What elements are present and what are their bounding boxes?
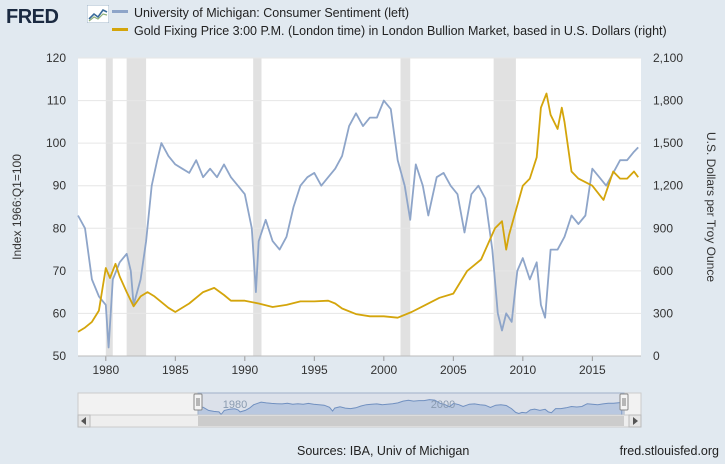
x-tick-label: 1980 (92, 363, 119, 377)
x-tick-label: 2000 (370, 363, 397, 377)
fred-logo[interactable]: FRED (6, 6, 59, 28)
x-tick-label: 1985 (162, 363, 189, 377)
x-tick-label: 2015 (579, 363, 606, 377)
navigator-year-label: 1980 (223, 399, 247, 411)
series-line-sentiment (77, 99, 639, 349)
navigator-left-handle[interactable] (193, 393, 203, 411)
y-left-tick-label: 50 (53, 349, 67, 363)
y-left-tick-label: 60 (53, 306, 67, 320)
recession-band (126, 58, 147, 356)
legend-swatch-sentiment (112, 10, 128, 14)
y-left-tick-label: 110 (47, 94, 66, 108)
sources-note: Sources: IBA, Univ of Michigan (297, 444, 470, 458)
legend-label-sentiment: University of Michigan: Consumer Sentime… (134, 6, 410, 20)
y-right-tick-label: 1,800 (653, 94, 683, 108)
legend-item-sentiment: University of Michigan: Consumer Sentime… (112, 6, 409, 20)
y-right-tick-label: 300 (653, 306, 673, 320)
legend-label-gold: Gold Fixing Price 3:00 P.M. (London time… (134, 24, 667, 38)
y-right-tick-label: 1,200 (653, 179, 683, 193)
scroll-right-arrow-icon (633, 417, 638, 425)
x-tick-label: 1990 (231, 363, 258, 377)
navigator-selected-range[interactable] (197, 392, 625, 416)
scrollbar-thumb[interactable] (198, 416, 624, 426)
x-tick-label: 2010 (509, 363, 536, 377)
x-tick-label: 2005 (440, 363, 467, 377)
recession-band (253, 58, 262, 356)
recession-band (493, 58, 516, 356)
y-right-tick-label: 900 (653, 221, 673, 235)
y-right-axis-title: U.S. Dollars per Troy Ounce (704, 132, 718, 282)
y-right-tick-label: 600 (653, 264, 673, 278)
x-tick-label: 1995 (301, 363, 328, 377)
y-left-tick-label: 70 (53, 264, 67, 278)
plot-area (78, 58, 641, 356)
fred-url[interactable]: fred.stlouisfed.org (619, 444, 719, 458)
y-left-axis-title: Index 1966:Q1=100 (10, 154, 24, 260)
scroll-left-arrow-icon (81, 417, 86, 425)
recession-band (105, 58, 113, 356)
y-left-tick-label: 120 (46, 51, 66, 65)
y-right-tick-label: 0 (653, 349, 660, 363)
navigator-right-handle[interactable] (619, 393, 629, 411)
navigator-area (197, 399, 623, 416)
recession-band (400, 58, 411, 356)
y-right-tick-label: 2,100 (653, 51, 683, 65)
y-right-tick-label: 1,500 (653, 136, 683, 150)
y-left-tick-label: 100 (46, 136, 66, 150)
y-left-tick-label: 90 (53, 179, 67, 193)
navigator-year-label: 2000 (431, 399, 455, 411)
series-line-gold (77, 92, 639, 333)
legend-item-gold: Gold Fixing Price 3:00 P.M. (London time… (112, 24, 667, 38)
legend-swatch-gold (112, 28, 128, 32)
fred-logo-chart-icon (87, 5, 109, 23)
y-left-tick-label: 80 (53, 221, 67, 235)
